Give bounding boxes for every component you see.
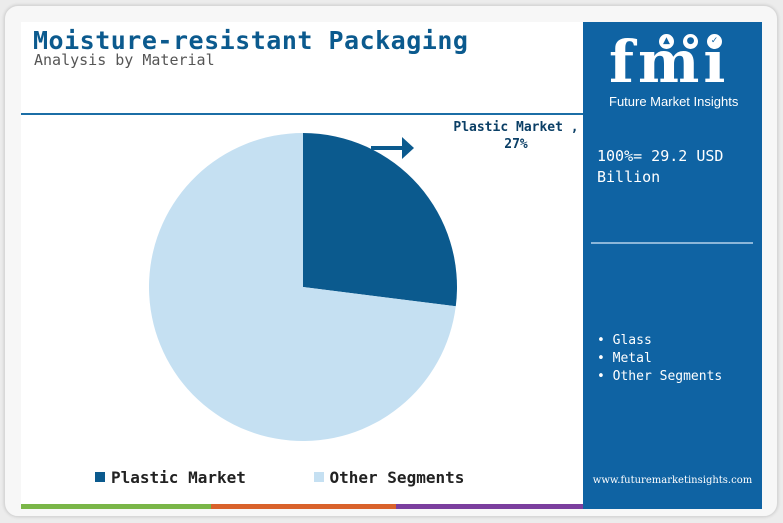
bar-green bbox=[21, 504, 211, 509]
segment-item-other: Other Segments bbox=[597, 368, 723, 386]
bottom-color-bar bbox=[21, 504, 762, 509]
legend-label-other: Other Segments bbox=[329, 467, 465, 487]
website-link[interactable]: www.futuremarketinsights.com bbox=[592, 475, 753, 486]
pie-slice-other-segments bbox=[148, 133, 456, 441]
logo-badge-icon-2: ● bbox=[683, 34, 698, 49]
chart-subtitle: Analysis by Material bbox=[34, 51, 215, 69]
legend-item-plastic: Plastic Market bbox=[95, 468, 246, 487]
title-divider bbox=[21, 113, 583, 115]
callout-arrow bbox=[371, 137, 414, 159]
info-panel: fmi ▲ ● ✓ Future Market Insights 100%= 2… bbox=[583, 22, 762, 504]
legend: Plastic Market Other Segments bbox=[95, 467, 522, 487]
panel-divider bbox=[591, 242, 753, 244]
legend-swatch-plastic bbox=[95, 472, 105, 482]
pie-slice-plastic-market bbox=[303, 133, 457, 307]
bar-orange bbox=[211, 504, 396, 509]
segment-item-metal: Metal bbox=[597, 350, 722, 368]
fmi-logo: fmi ▲ ● ✓ Future Market Insights bbox=[603, 30, 753, 110]
pie-chart bbox=[148, 133, 457, 441]
bar-blue bbox=[583, 504, 762, 509]
segment-item-glass: Glass bbox=[597, 332, 722, 350]
slide-frame: Moisture-resistant Packaging Analysis by… bbox=[4, 5, 778, 517]
logo-badge-icon-3: ✓ bbox=[707, 34, 722, 49]
chart-title: Moisture-resistant Packaging bbox=[33, 26, 469, 55]
market-total: 100%= 29.2 USD Billion bbox=[597, 147, 724, 186]
legend-item-other: Other Segments bbox=[313, 467, 465, 487]
logo-badge-icon-1: ▲ bbox=[659, 34, 674, 49]
segment-list: Glass Metal Other Segments bbox=[597, 332, 723, 386]
bar-purple bbox=[396, 504, 583, 509]
legend-label-plastic: Plastic Market bbox=[111, 467, 246, 487]
plastic-slice-label: Plastic Market , 27% bbox=[453, 120, 579, 152]
legend-swatch-other bbox=[313, 472, 324, 482]
slide: Moisture-resistant Packaging Analysis by… bbox=[21, 22, 762, 509]
logo-text: Future Market Insights bbox=[609, 94, 739, 109]
